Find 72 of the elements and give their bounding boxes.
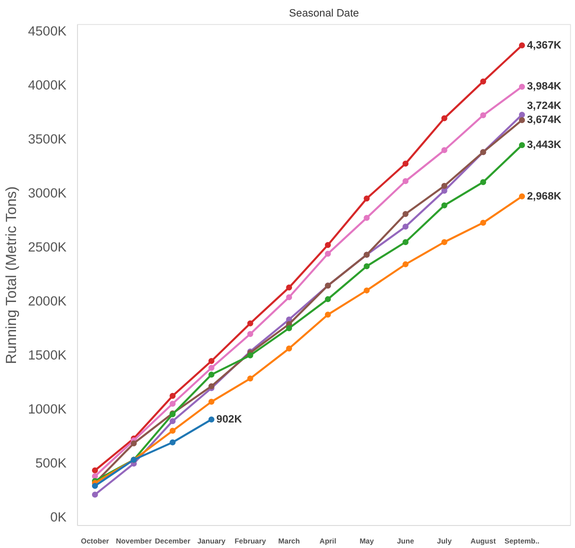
data-label: 4,367K — [526, 39, 562, 52]
y-tick-label: 0K — [50, 509, 67, 524]
point — [170, 418, 176, 424]
point — [247, 320, 254, 326]
point — [441, 147, 448, 154]
y-tick-label: 1500K — [28, 347, 67, 362]
point — [324, 250, 331, 257]
point — [286, 294, 292, 300]
point — [170, 392, 176, 399]
point — [364, 263, 370, 270]
data-label: 3,674K — [526, 114, 562, 126]
point — [208, 372, 214, 378]
point — [441, 115, 448, 122]
point — [480, 179, 486, 186]
point — [518, 84, 525, 90]
y-axis-title: Running Total (Metric Tons) — [4, 186, 20, 364]
point — [208, 398, 214, 405]
point — [441, 182, 448, 189]
data-label: 3,984K — [526, 80, 562, 93]
data-label: 3,443K — [526, 139, 562, 152]
point — [324, 296, 331, 302]
point — [518, 112, 525, 118]
y-tick-label: 4000K — [28, 77, 67, 92]
point — [286, 346, 292, 352]
point — [480, 78, 486, 85]
point — [480, 112, 486, 118]
point — [402, 239, 409, 246]
point — [402, 178, 409, 184]
point — [247, 376, 254, 382]
point — [286, 325, 292, 332]
point — [364, 287, 370, 294]
point — [92, 492, 98, 498]
point — [402, 211, 409, 217]
point — [208, 364, 214, 371]
point — [518, 193, 525, 200]
point — [364, 196, 370, 202]
point — [518, 117, 525, 124]
y-tick-label: 4500K — [28, 23, 67, 38]
x-axis-title: Seasonal Date — [289, 8, 360, 20]
point — [518, 142, 525, 148]
point — [170, 439, 176, 446]
point — [208, 358, 214, 364]
y-tick-label: 3500K — [28, 131, 67, 146]
point — [402, 224, 409, 230]
point — [208, 416, 214, 422]
y-tick-label: 500K — [35, 455, 67, 470]
point — [518, 42, 525, 48]
point — [130, 440, 137, 446]
point — [170, 428, 176, 434]
point — [364, 214, 370, 221]
data-label: 2,968K — [526, 190, 562, 202]
point — [441, 188, 448, 194]
point — [402, 261, 409, 268]
y-tick-label: 1000K — [28, 401, 67, 416]
point — [441, 202, 448, 208]
y-tick-label: 3000K — [28, 185, 67, 200]
point — [324, 242, 331, 248]
point — [92, 467, 98, 474]
point — [324, 312, 331, 318]
point — [441, 239, 448, 246]
point — [170, 400, 176, 407]
y-tick-label: 2500K — [28, 239, 67, 254]
point — [92, 473, 98, 480]
data-label: 902K — [216, 413, 242, 426]
point — [480, 220, 486, 226]
point — [247, 330, 254, 337]
point — [92, 482, 98, 489]
point — [402, 160, 409, 167]
y-tick-label: 2000K — [28, 293, 67, 308]
point — [247, 352, 254, 358]
point — [286, 284, 292, 291]
data-label: 3,724K — [526, 100, 562, 112]
